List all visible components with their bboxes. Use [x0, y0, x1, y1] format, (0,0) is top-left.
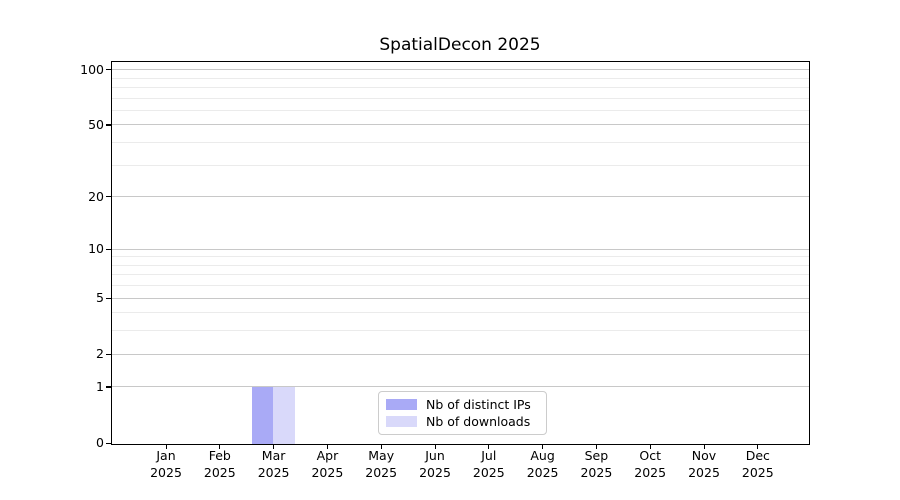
x-axis-tick	[649, 444, 651, 449]
minor-gridline	[111, 330, 809, 332]
minor-gridline	[111, 86, 809, 88]
bar-nb-of-downloads	[273, 387, 295, 444]
y-axis-tick	[105, 297, 111, 299]
y-axis-tick-label: 2	[96, 346, 104, 362]
legend-item: Nb of downloads	[386, 414, 539, 429]
x-axis-tick-label: Sep 2025	[580, 448, 613, 480]
y-axis-tick-label: 100	[80, 61, 104, 77]
x-axis-tick	[273, 444, 275, 449]
x-axis-tick-label: Jun 2025	[419, 448, 451, 480]
x-axis-tick-label: Dec 2025	[741, 448, 774, 480]
minor-gridline	[111, 109, 809, 111]
x-axis-tick	[595, 444, 598, 449]
legend-swatch	[386, 399, 417, 410]
y-axis-tick-label: 10	[88, 241, 104, 256]
x-axis-tick	[757, 444, 759, 449]
y-axis-tick	[105, 248, 111, 250]
y-axis-tick-label: 20	[88, 188, 104, 204]
y-axis-tick-label: 1	[96, 378, 104, 394]
x-axis-tick-label: Jan 2025	[150, 448, 182, 480]
y-axis-tick	[105, 386, 111, 388]
legend: Nb of distinct IPs Nb of downloads	[378, 391, 547, 435]
major-gridline	[111, 248, 809, 250]
x-axis-tick	[703, 444, 705, 449]
legend-swatch	[386, 416, 417, 427]
major-gridline	[111, 353, 809, 355]
x-axis-tick	[219, 444, 221, 449]
x-axis-tick-label: Feb 2025	[203, 448, 236, 480]
y-axis-tick-label: 0	[96, 435, 104, 450]
major-gridline	[111, 297, 809, 299]
y-axis-tick-label: 5	[96, 290, 104, 306]
minor-gridline	[111, 274, 809, 276]
y-axis-tick	[105, 69, 111, 71]
y-axis-tick	[105, 442, 111, 444]
y-axis-tick	[105, 196, 111, 198]
x-axis-tick-label: Oct 2025	[634, 448, 667, 480]
legend-item-label: Nb of downloads	[426, 414, 531, 429]
major-gridline	[111, 386, 809, 388]
minor-gridline	[111, 77, 809, 79]
x-axis-tick	[542, 444, 544, 449]
minor-gridline	[111, 312, 809, 314]
minor-gridline	[111, 164, 809, 166]
y-axis-tick	[105, 124, 111, 126]
major-gridline	[111, 69, 809, 71]
minor-gridline	[111, 285, 809, 287]
minor-gridline	[111, 97, 809, 99]
minor-gridline	[111, 256, 809, 258]
chart-title: SpatialDecon 2025	[379, 35, 541, 55]
x-axis-tick-label: Nov 2025	[688, 448, 720, 480]
legend-item-label: Nb of distinct IPs	[426, 397, 531, 412]
x-axis-tick	[380, 444, 382, 449]
y-axis-tick	[105, 353, 111, 355]
x-axis-tick-label: May 2025	[365, 448, 398, 480]
minor-gridline	[111, 142, 809, 144]
x-axis-tick-label: Jul 2025	[472, 448, 505, 480]
plot-area	[110, 60, 810, 445]
x-axis-tick-label: Aug 2025	[526, 448, 559, 480]
x-axis-tick-label: Apr 2025	[311, 448, 344, 480]
x-axis-tick	[165, 444, 167, 449]
legend-item: Nb of distinct IPs	[386, 397, 539, 412]
x-axis-tick	[488, 444, 490, 449]
major-gridline	[111, 196, 809, 198]
x-axis-tick	[434, 444, 436, 449]
major-gridline	[111, 124, 809, 126]
minor-gridline	[111, 264, 809, 266]
y-axis-tick-label: 50	[88, 116, 104, 132]
x-axis-tick	[326, 444, 329, 449]
x-axis-tick-label: Mar 2025	[257, 448, 290, 480]
bar-nb-of-distinct-ips	[251, 387, 274, 444]
